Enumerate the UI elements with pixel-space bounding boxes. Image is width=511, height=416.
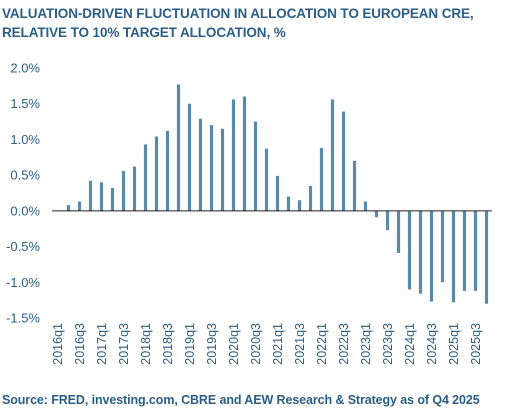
bar-2020q4 — [264, 148, 269, 211]
bar-2024q4 — [440, 210, 445, 283]
bar-2023q3 — [385, 210, 390, 231]
bar-2019q2 — [198, 118, 203, 211]
bar-2022q3 — [341, 111, 346, 211]
chart-title-line-2: RELATIVE TO 10% TARGET ALLOCATION, % — [2, 25, 286, 40]
bar-2022q2 — [330, 99, 335, 211]
bar-2018q1 — [143, 144, 148, 211]
bar-2023q1 — [363, 201, 368, 211]
bar-2022q4 — [352, 160, 357, 211]
x-tick-label: 2018q3 — [161, 323, 175, 365]
bar-2021q4 — [308, 185, 313, 211]
x-tick-label: 2021q1 — [271, 323, 285, 365]
bar-2025q4 — [484, 210, 489, 304]
x-tick-label: 2019q1 — [183, 323, 197, 365]
bar-2019q4 — [220, 128, 225, 211]
bar-2017q1 — [99, 182, 104, 211]
bar-2021q2 — [286, 196, 291, 211]
x-tick-label: 2020q1 — [227, 323, 241, 365]
x-tick-label: 2024q3 — [425, 323, 439, 365]
bar-2023q4 — [396, 210, 401, 253]
bar-2018q4 — [176, 84, 181, 211]
chart-title-line-1: VALUATION-DRIVEN FLUCTUATION IN ALLOCATI… — [2, 6, 474, 21]
y-tick-label: 0.0% — [10, 203, 40, 218]
bar-2025q3 — [473, 210, 478, 291]
chart-title: VALUATION-DRIVEN FLUCTUATION IN ALLOCATI… — [2, 4, 507, 42]
bar-2020q1 — [231, 99, 236, 211]
x-tick-label: 2017q1 — [95, 323, 109, 365]
x-tick-label: 2018q1 — [139, 323, 153, 365]
bar-2024q1 — [407, 210, 412, 290]
bar-2016q4 — [88, 180, 93, 211]
y-tick-label: 1.5% — [10, 96, 40, 111]
x-tick-label: 2022q3 — [337, 323, 351, 365]
bar-2021q1 — [275, 175, 280, 211]
bar-2018q3 — [165, 130, 170, 211]
bar-2018q2 — [154, 136, 159, 211]
bar-chart: 2.0% 1.5% 1.0% 0.5% 0.0% -0.5% -1.0% -1.5% 2016q… — [6, 61, 492, 365]
bar-2016q2 — [66, 205, 71, 211]
y-tick-label: 1.0% — [10, 132, 40, 147]
bar-2025q2 — [462, 210, 467, 291]
bar-2016q3 — [77, 201, 82, 211]
y-tick-label: 0.5% — [10, 168, 40, 183]
bar-2022q1 — [319, 148, 324, 211]
bar-2024q3 — [429, 210, 434, 302]
bar-2025q1 — [451, 210, 456, 303]
x-tick-label: 2019q3 — [205, 323, 219, 365]
bar-2017q3 — [121, 170, 126, 211]
bar-2017q4 — [132, 166, 137, 211]
bar-2020q3 — [253, 121, 258, 211]
x-tick-label: 2022q1 — [315, 323, 329, 365]
x-tick-label: 2021q3 — [293, 323, 307, 365]
x-tick-label: 2016q3 — [73, 323, 87, 365]
bar-2021q3 — [297, 200, 302, 211]
x-tick-label: 2016q1 — [51, 323, 65, 365]
bar-2024q2 — [418, 210, 423, 294]
bar-2019q3 — [209, 125, 214, 211]
bar-2023q2 — [374, 210, 379, 218]
y-tick-label: -1.0% — [6, 275, 40, 290]
x-tick-label: 2020q3 — [249, 323, 263, 365]
x-tick-label: 2025q3 — [469, 323, 483, 365]
x-tick-label: 2017q3 — [117, 323, 131, 365]
bar-2019q1 — [187, 103, 192, 211]
x-tick-label: 2024q1 — [403, 323, 417, 365]
bar-2017q2 — [110, 188, 115, 211]
x-tick-label: 2023q3 — [381, 323, 395, 365]
bar-2020q2 — [242, 96, 247, 211]
x-tick-label: 2023q1 — [359, 323, 373, 365]
y-tick-label: -0.5% — [6, 239, 40, 254]
source-note: Source: FRED, investing.com, CBRE and AE… — [2, 393, 480, 407]
x-tick-label: 2025q1 — [447, 323, 461, 365]
y-tick-label: -1.5% — [6, 311, 40, 326]
y-tick-label: 2.0% — [10, 61, 40, 76]
